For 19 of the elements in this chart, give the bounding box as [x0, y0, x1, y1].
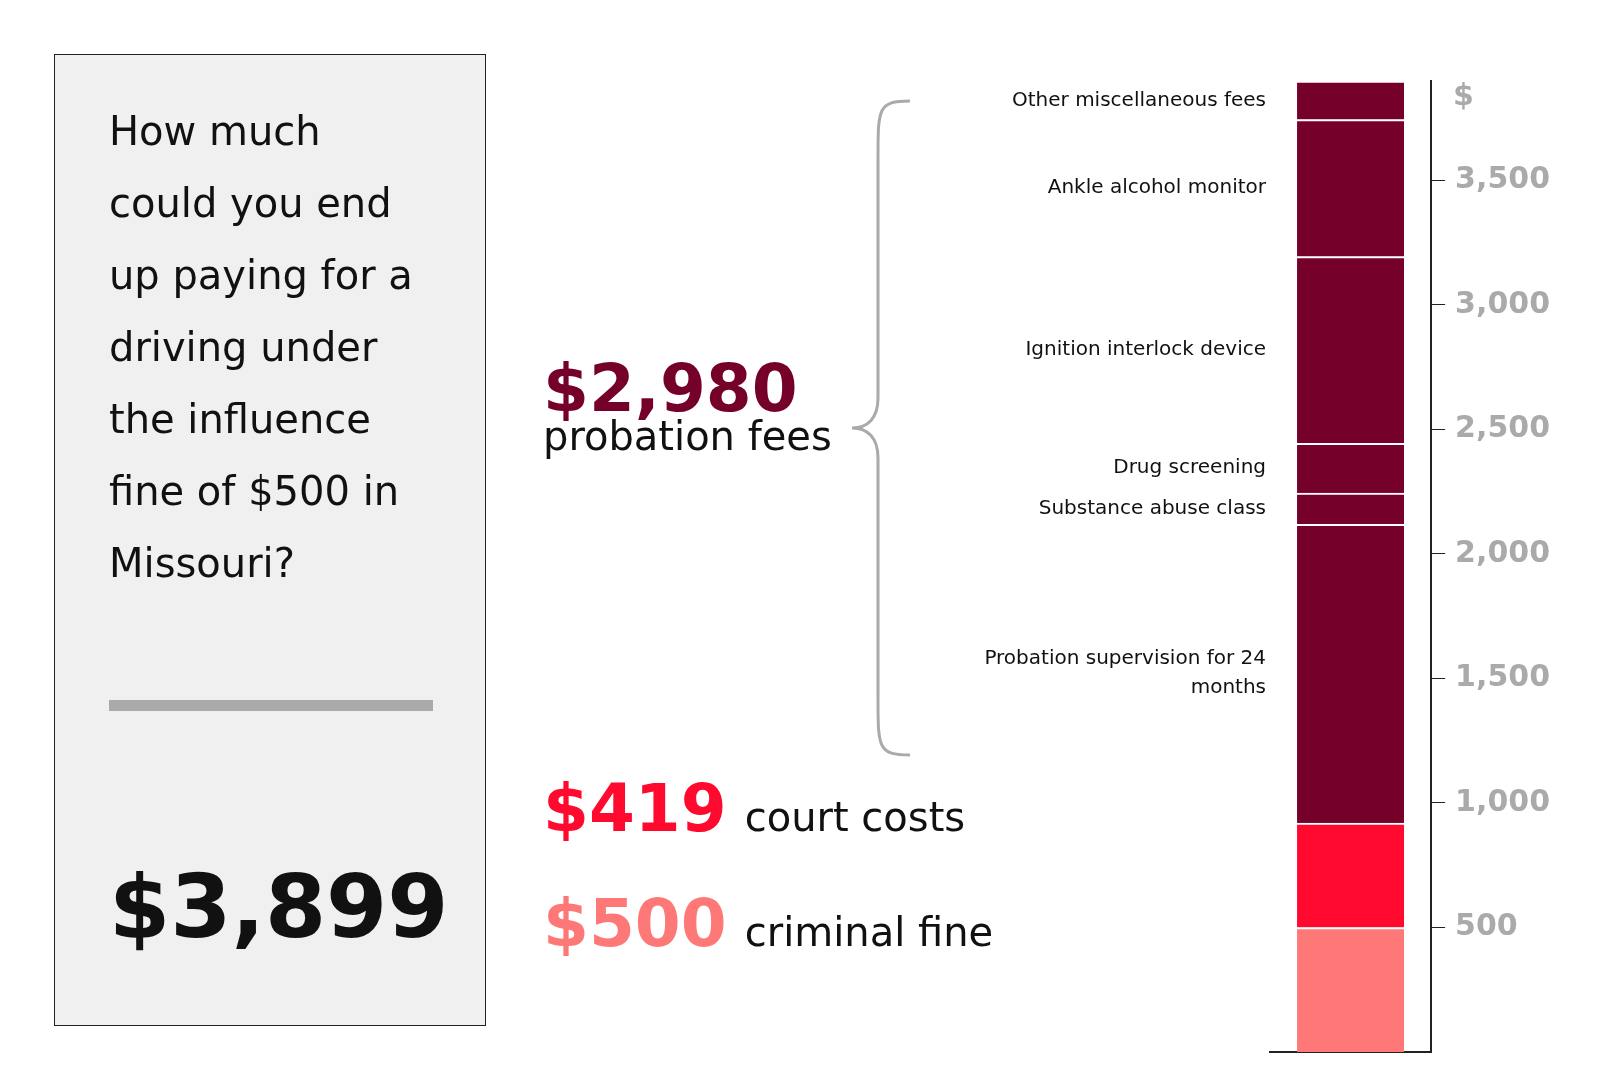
y-tick-label: 3,500 [1455, 160, 1551, 196]
text: $419 court costs [543, 770, 966, 847]
text: How much could you end up paying for a driving under the influence fine of $500 in Missouri? [109, 107, 414, 588]
series-label: Probation supervision for 24 months [984, 645, 1266, 699]
series-label: Substance abuse class [1038, 494, 1266, 519]
y-tick-label: 500 [1455, 907, 1518, 943]
y-tick-label: 3,000 [1455, 284, 1551, 320]
y-tick-label: 1,000 [1455, 782, 1551, 818]
text: $2,980 probation fees [543, 350, 832, 459]
y-tick-label: 2,500 [1455, 409, 1551, 445]
series-label: Ignition interlock device [1025, 336, 1266, 361]
y-tick-label: 1,500 [1455, 658, 1551, 694]
text: $500 criminal fine [543, 885, 994, 962]
series-label: Other miscellaneous fees [1011, 86, 1266, 111]
y-tick-label: 2,000 [1455, 533, 1551, 569]
series-label: Ankle alcohol monitor [1047, 174, 1267, 199]
series-label: Drug screening [1113, 454, 1266, 479]
y-axis-title: $ [1453, 76, 1474, 112]
text: $3,899 [109, 855, 449, 958]
